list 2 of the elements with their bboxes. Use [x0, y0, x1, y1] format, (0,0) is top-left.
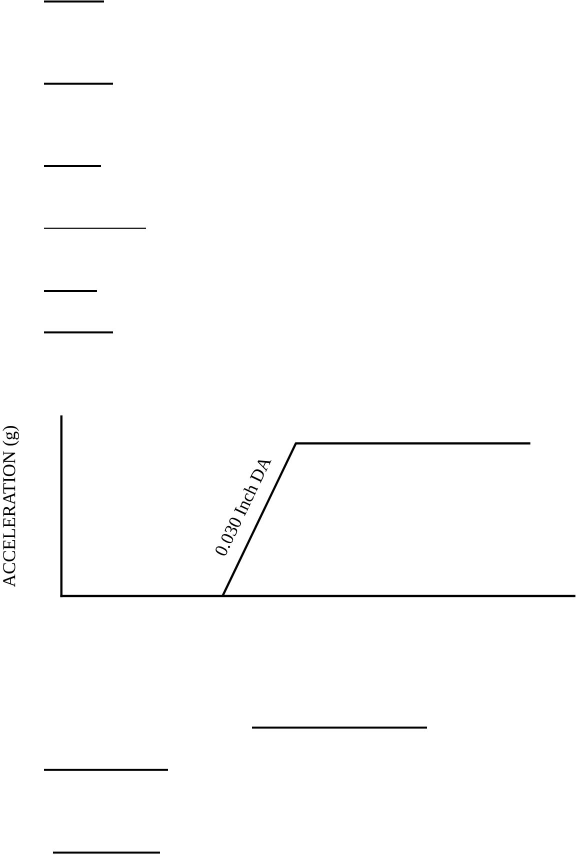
annotation: 0.030 Inch DA: [214, 454, 272, 557]
y-axis-title: ACCELERATION (g): [2, 426, 19, 588]
